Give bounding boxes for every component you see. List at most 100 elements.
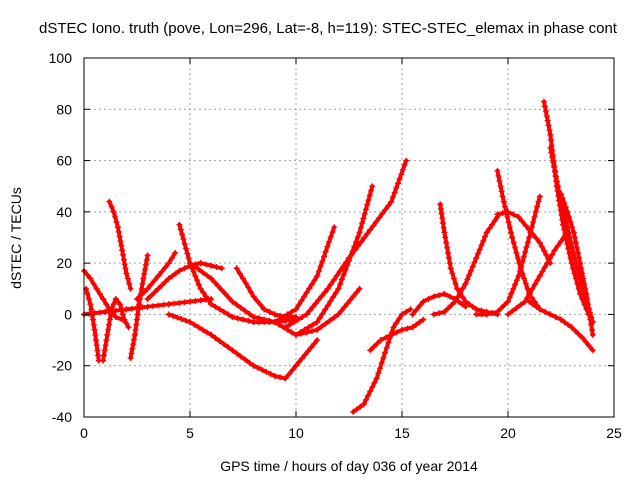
data-point: [141, 270, 148, 277]
data-point: [466, 301, 473, 308]
data-point: [562, 204, 569, 211]
data-point: [208, 331, 215, 338]
data-point: [548, 137, 554, 144]
data-point: [385, 339, 392, 346]
data-point: [546, 255, 553, 262]
data-point: [149, 303, 156, 310]
data-point: [151, 289, 158, 296]
data-point: [148, 292, 155, 299]
data-point: [87, 275, 94, 282]
data-point: [202, 293, 209, 300]
chart-title: dSTEC Iono. truth (pove, Lon=296, Lat=-8…: [39, 20, 618, 37]
data-point: [353, 406, 360, 413]
data-point: [299, 355, 306, 362]
data-point: [407, 306, 414, 313]
y-tick-label: 40: [56, 204, 72, 220]
data-point: [194, 277, 201, 284]
data-point: [338, 307, 345, 314]
series-markers-3: [106, 198, 134, 292]
data-point: [220, 341, 227, 348]
data-point: [295, 302, 302, 309]
data-point: [552, 169, 559, 175]
y-tick-label: 100: [49, 50, 73, 66]
data-point: [583, 290, 590, 297]
data-point: [441, 290, 448, 297]
data-point: [96, 309, 103, 316]
data-point: [416, 302, 423, 309]
data-point: [550, 159, 557, 166]
data-point: [322, 306, 329, 313]
data-point: [449, 270, 456, 277]
data-point: [551, 164, 558, 171]
data-point: [324, 243, 331, 250]
data-point: [321, 253, 327, 260]
series-markers-11: [233, 265, 299, 320]
data-point: [134, 296, 140, 302]
data-point: [160, 301, 167, 308]
data-point: [305, 324, 312, 331]
data-point: [498, 188, 505, 195]
data-point: [559, 195, 566, 202]
data-point: [267, 370, 274, 377]
data-point: [162, 264, 169, 271]
data-point: [308, 344, 315, 351]
data-point: [399, 311, 405, 318]
data-point: [585, 306, 592, 313]
data-point: [134, 311, 141, 318]
x-tick-label: 10: [288, 425, 304, 441]
data-point: [245, 284, 252, 291]
data-point: [96, 290, 103, 297]
data-point: [255, 315, 262, 322]
data-point: [564, 208, 571, 215]
data-point: [504, 214, 511, 220]
axis-ticks: [83, 57, 615, 418]
data-point: [478, 311, 485, 318]
data-point: [341, 304, 348, 311]
data-point: [399, 326, 405, 333]
data-point: [143, 257, 150, 264]
data-point: [571, 234, 578, 241]
data-point: [535, 198, 542, 205]
data-point: [132, 326, 139, 333]
data-point: [369, 384, 376, 391]
y-axis-label: dSTEC / TECUs: [8, 187, 24, 289]
data-point: [545, 122, 552, 129]
data-point: [327, 234, 334, 240]
data-point: [91, 310, 98, 317]
data-point: [118, 306, 125, 313]
data-point: [441, 229, 448, 236]
data-point: [510, 285, 517, 292]
data-point: [327, 281, 334, 288]
series-markers-27: [505, 229, 571, 318]
data-point: [346, 255, 352, 261]
data-point: [409, 311, 416, 318]
data-point: [191, 263, 198, 270]
data-point: [261, 316, 268, 323]
data-point: [475, 250, 481, 257]
data-point: [254, 364, 261, 371]
data-point: [144, 296, 151, 302]
data-point: [169, 273, 176, 279]
data-point: [518, 263, 525, 270]
data-point: [312, 300, 319, 307]
data-point: [322, 320, 329, 327]
data-point: [106, 198, 113, 205]
series-markers-26: [526, 298, 596, 354]
data-point: [314, 273, 321, 279]
data-point: [314, 337, 321, 344]
data-point: [515, 273, 522, 279]
data-point: [366, 192, 373, 199]
data-point: [293, 306, 299, 313]
data-point: [174, 314, 181, 321]
data-point: [233, 301, 240, 308]
data-point: [495, 173, 502, 179]
data-point: [482, 233, 488, 240]
data-point: [103, 337, 110, 344]
data-point: [541, 98, 547, 105]
data-point: [200, 289, 207, 296]
series-markers-5: [134, 249, 179, 302]
data-point: [285, 371, 292, 378]
data-point: [315, 268, 322, 275]
data-point: [561, 199, 568, 206]
data-point: [547, 131, 554, 138]
